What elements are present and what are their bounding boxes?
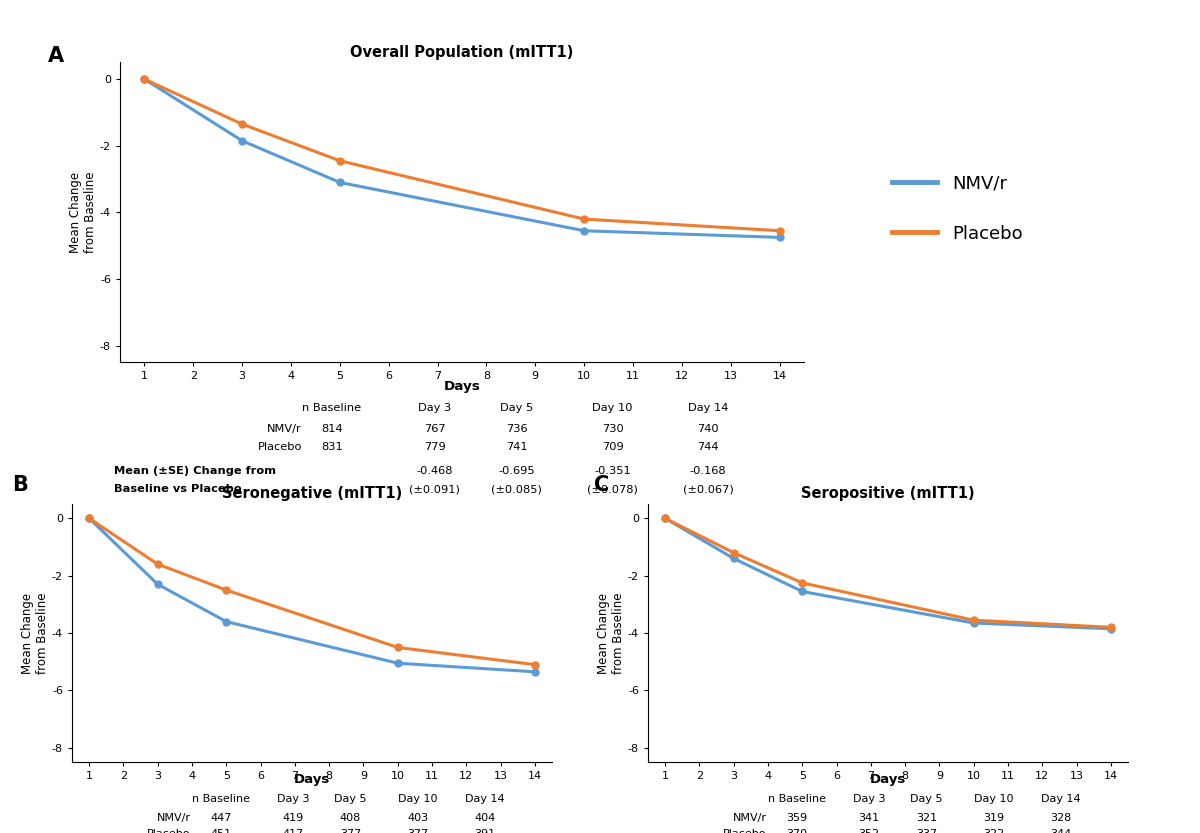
- Text: 370: 370: [786, 829, 808, 833]
- Y-axis label: Mean Change
from Baseline: Mean Change from Baseline: [598, 592, 625, 674]
- Text: 319: 319: [983, 813, 1004, 823]
- Text: 709: 709: [601, 441, 623, 451]
- Text: 730: 730: [601, 424, 623, 434]
- Text: 736: 736: [506, 424, 528, 434]
- Text: 417: 417: [282, 829, 304, 833]
- Text: Placebo: Placebo: [258, 441, 302, 451]
- Text: -0.168: -0.168: [690, 466, 726, 476]
- Text: Day 10: Day 10: [974, 794, 1013, 804]
- Text: 322: 322: [983, 829, 1004, 833]
- Title: Seronegative (mITT1): Seronegative (mITT1): [222, 486, 402, 501]
- Text: 451: 451: [210, 829, 232, 833]
- Text: Baseline vs Placebo: Baseline vs Placebo: [114, 484, 241, 494]
- Text: 341: 341: [858, 813, 880, 823]
- Text: -0.351: -0.351: [594, 466, 631, 476]
- Text: 337: 337: [916, 829, 937, 833]
- Text: 328: 328: [1050, 813, 1072, 823]
- Text: -0.695: -0.695: [498, 466, 535, 476]
- Text: n Baseline: n Baseline: [192, 794, 250, 804]
- Title: Overall Population (mITT1): Overall Population (mITT1): [350, 45, 574, 60]
- Text: 391: 391: [474, 829, 496, 833]
- Text: Mean (±SE) Change from: Mean (±SE) Change from: [114, 466, 276, 476]
- Text: 744: 744: [697, 441, 719, 451]
- Text: Day 5: Day 5: [500, 403, 533, 413]
- Y-axis label: Mean Change
from Baseline: Mean Change from Baseline: [22, 592, 49, 674]
- Text: Days: Days: [294, 773, 330, 786]
- Text: Placebo: Placebo: [148, 829, 191, 833]
- Text: Days: Days: [870, 773, 906, 786]
- Text: Placebo: Placebo: [724, 829, 767, 833]
- Text: 767: 767: [424, 424, 445, 434]
- Text: 447: 447: [210, 813, 232, 823]
- Text: C: C: [594, 475, 610, 495]
- Text: Day 14: Day 14: [464, 794, 505, 804]
- Text: 404: 404: [474, 813, 496, 823]
- Text: 408: 408: [340, 813, 361, 823]
- Text: n Baseline: n Baseline: [302, 403, 361, 413]
- Text: (±0.067): (±0.067): [683, 484, 733, 494]
- Y-axis label: Mean Change
from Baseline: Mean Change from Baseline: [70, 172, 97, 253]
- Text: Day 3: Day 3: [418, 403, 451, 413]
- Text: n Baseline: n Baseline: [768, 794, 826, 804]
- Text: Day 3: Day 3: [852, 794, 886, 804]
- Text: 377: 377: [340, 829, 361, 833]
- Text: Day 14: Day 14: [688, 403, 728, 413]
- Title: Seropositive (mITT1): Seropositive (mITT1): [802, 486, 974, 501]
- Text: A: A: [48, 46, 64, 66]
- Text: 359: 359: [786, 813, 808, 823]
- Text: Day 14: Day 14: [1040, 794, 1081, 804]
- Text: 419: 419: [282, 813, 304, 823]
- Text: 831: 831: [322, 441, 343, 451]
- Text: (±0.078): (±0.078): [587, 484, 638, 494]
- Text: Day 5: Day 5: [910, 794, 943, 804]
- Text: Days: Days: [444, 380, 480, 393]
- Text: 403: 403: [407, 813, 428, 823]
- Text: -0.468: -0.468: [416, 466, 452, 476]
- Text: NMV/r: NMV/r: [157, 813, 191, 823]
- Text: 344: 344: [1050, 829, 1072, 833]
- Text: 321: 321: [916, 813, 937, 823]
- Text: 814: 814: [322, 424, 343, 434]
- Text: NMV/r: NMV/r: [733, 813, 767, 823]
- Text: Day 3: Day 3: [276, 794, 310, 804]
- Text: B: B: [12, 475, 28, 495]
- Text: 352: 352: [858, 829, 880, 833]
- Text: Day 10: Day 10: [593, 403, 632, 413]
- Text: Day 10: Day 10: [398, 794, 437, 804]
- Text: (±0.085): (±0.085): [491, 484, 542, 494]
- Text: 740: 740: [697, 424, 719, 434]
- Text: 779: 779: [424, 441, 445, 451]
- Legend: NMV/r, Placebo: NMV/r, Placebo: [886, 167, 1030, 250]
- Text: Day 5: Day 5: [334, 794, 367, 804]
- Text: 377: 377: [407, 829, 428, 833]
- Text: (±0.091): (±0.091): [409, 484, 460, 494]
- Text: 741: 741: [506, 441, 528, 451]
- Text: NMV/r: NMV/r: [268, 424, 302, 434]
